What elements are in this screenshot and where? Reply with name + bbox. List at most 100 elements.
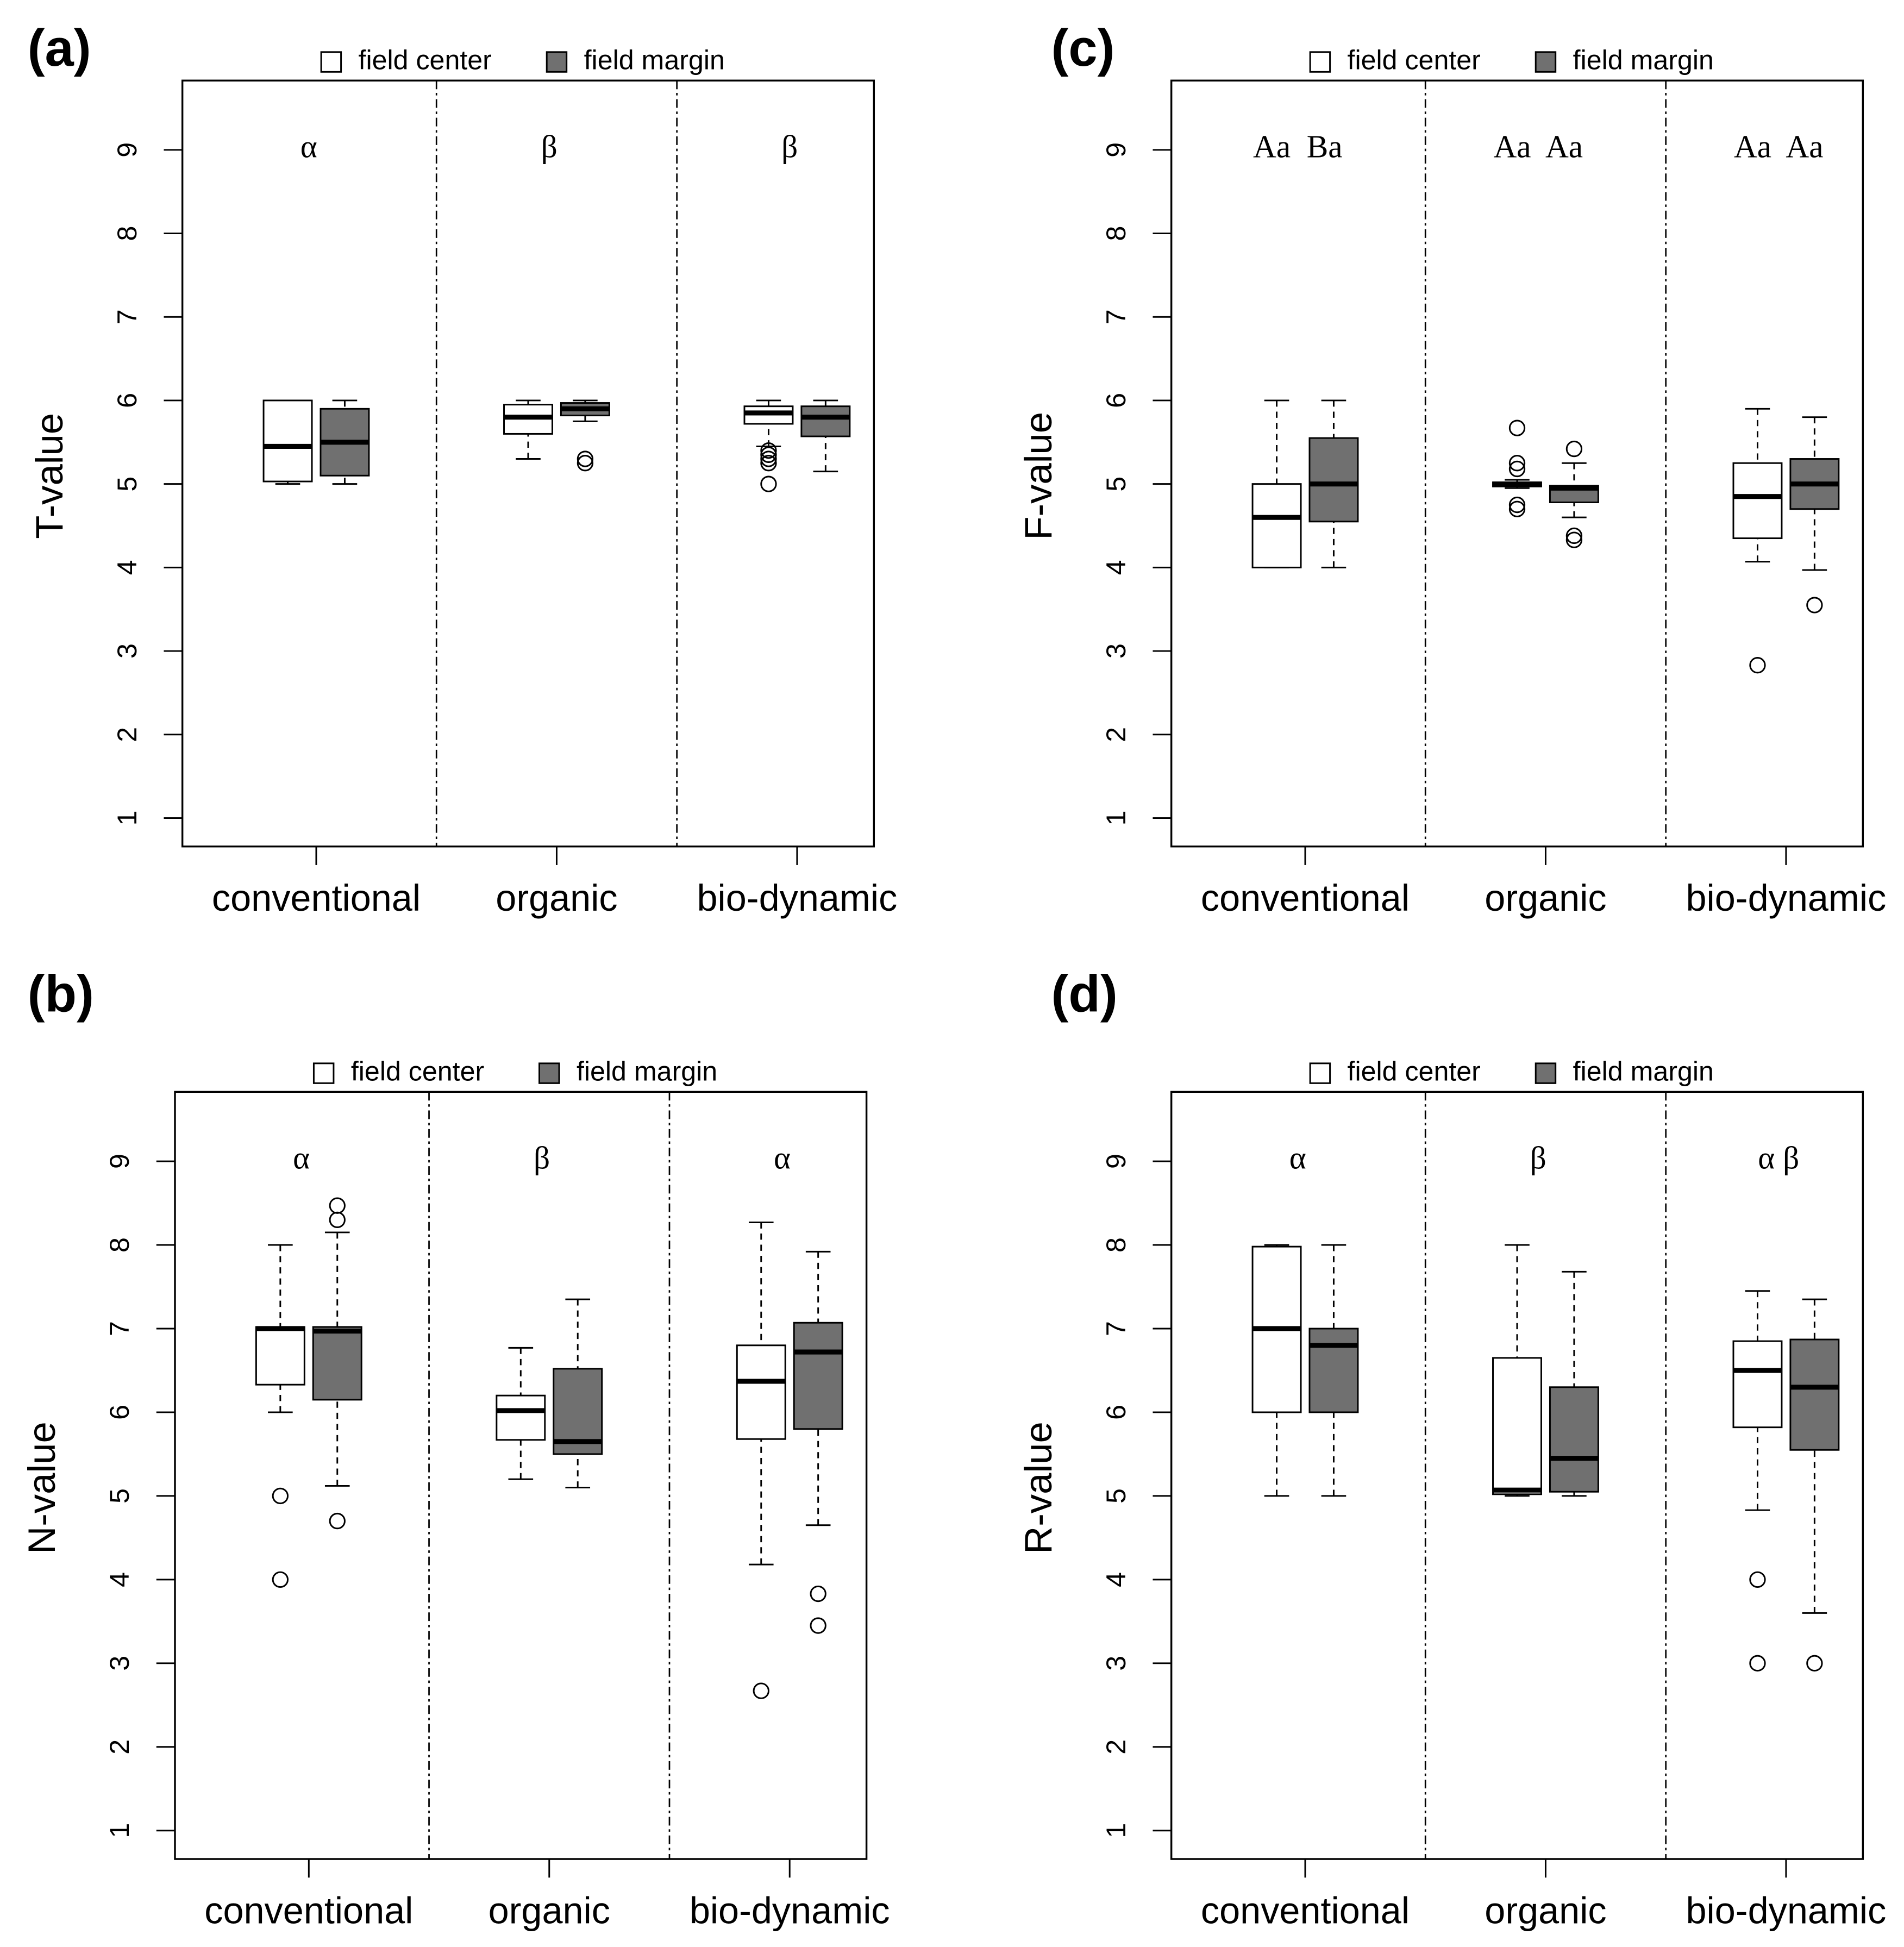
annotation: Aa Aa — [1734, 128, 1824, 164]
y-tick-label: 1 — [1101, 811, 1131, 826]
outlier — [760, 446, 777, 464]
y-tick-label: 8 — [104, 1237, 135, 1253]
box — [800, 405, 851, 437]
legend-label: field center — [1348, 45, 1481, 75]
y-tick-label: 5 — [112, 477, 142, 492]
annotation: Aa Ba — [1253, 128, 1343, 164]
legend-label: field center — [359, 45, 492, 75]
annotation: α β — [1758, 1140, 1799, 1176]
annotation: β — [781, 128, 798, 164]
box — [312, 1326, 362, 1401]
box — [262, 399, 313, 483]
y-tick-label: 4 — [1101, 560, 1131, 575]
annotation: Aa Aa — [1493, 128, 1583, 164]
y-tick-label: 8 — [1101, 226, 1131, 241]
outlier — [1749, 1571, 1766, 1588]
y-tick-label: 4 — [1101, 1572, 1131, 1587]
panel-label: (c) — [1051, 19, 1114, 77]
annotation: α — [293, 1140, 310, 1176]
y-tick-label: 3 — [1101, 643, 1131, 659]
y-tick-label: 2 — [1101, 727, 1131, 742]
outlier — [1749, 657, 1766, 674]
y-tick-label: 4 — [104, 1572, 135, 1587]
legend-swatch — [1535, 1062, 1557, 1084]
outlier — [1806, 1655, 1823, 1671]
legend-swatch — [1309, 51, 1331, 73]
y-tick-label: 1 — [1101, 1823, 1131, 1838]
outlier — [1508, 455, 1526, 472]
x-tick-label: organic — [1485, 878, 1606, 919]
y-tick-label: 7 — [1101, 309, 1131, 324]
x-tick-label: bio-dynamic — [1686, 878, 1887, 919]
outlier — [329, 1211, 346, 1229]
y-tick-label: 2 — [1101, 1739, 1131, 1755]
box — [1251, 483, 1302, 568]
x-tick-label: conventional — [204, 1890, 413, 1931]
outlier — [1565, 531, 1583, 548]
outlier — [272, 1487, 289, 1505]
annotation: α — [774, 1140, 791, 1176]
panel-label: (d) — [1051, 965, 1117, 1023]
y-tick-label: 8 — [112, 226, 142, 241]
annotation: β — [541, 128, 558, 164]
outlier — [810, 1617, 826, 1634]
y-tick-label: 9 — [1101, 142, 1131, 158]
plot-frame — [1170, 79, 1864, 848]
outlier — [1508, 420, 1526, 436]
box — [736, 1344, 786, 1440]
panel: (a) field center field margin 1 2 3 4 5 6 7 8 9 T-va… — [28, 19, 898, 919]
outlier — [760, 450, 777, 467]
x-tick-label: conventional — [212, 878, 421, 919]
outlier — [753, 1682, 769, 1699]
legend-swatch — [546, 51, 568, 73]
y-tick-label: 5 — [104, 1488, 135, 1504]
y-tick-label: 7 — [104, 1321, 135, 1336]
outlier — [1806, 597, 1823, 613]
legend-label: field center — [1348, 1056, 1481, 1086]
annotation: α — [300, 128, 317, 164]
outlier — [760, 455, 777, 472]
plot-frame — [181, 79, 875, 848]
x-tick-label: conventional — [1201, 878, 1410, 919]
outlier — [329, 1512, 346, 1530]
legend-label: field margin — [1573, 1056, 1714, 1086]
outlier — [1508, 460, 1526, 478]
outlier — [272, 1571, 289, 1588]
y-tick-label: 7 — [1101, 1321, 1131, 1336]
annotation: β — [534, 1140, 550, 1176]
box — [1549, 1386, 1599, 1493]
y-tick-label: 4 — [112, 560, 142, 575]
outlier — [1508, 496, 1526, 514]
y-tick-label: 3 — [1101, 1656, 1131, 1671]
y-tick-label: 6 — [1101, 1405, 1131, 1420]
legend-swatch — [1535, 51, 1557, 73]
annotation: α — [1289, 1140, 1306, 1176]
outlier — [577, 450, 594, 467]
plot-frame — [1170, 1091, 1864, 1860]
y-tick-label: 2 — [112, 727, 142, 742]
y-axis-title: R-value — [1017, 1422, 1060, 1554]
y-axis-title: F-value — [1017, 412, 1060, 540]
legend-label: field margin — [1573, 45, 1714, 75]
box — [793, 1322, 843, 1430]
y-tick-label: 3 — [112, 643, 142, 659]
legend-label: field margin — [584, 45, 725, 75]
outlier — [329, 1197, 346, 1214]
plot-frame — [174, 1091, 868, 1860]
y-axis-title: N-value — [20, 1422, 63, 1554]
outlier — [577, 455, 594, 472]
panel: (b) field center field margin 1 2 3 4 5 6 7 8 9 N-va… — [20, 965, 890, 1931]
box — [255, 1326, 305, 1386]
outlier — [1508, 500, 1526, 517]
y-tick-label: 1 — [112, 811, 142, 826]
x-tick-label: bio-dynamic — [1686, 1890, 1887, 1931]
outlier — [1565, 440, 1583, 458]
y-tick-label: 5 — [1101, 1488, 1131, 1504]
y-tick-label: 8 — [1101, 1237, 1131, 1253]
y-tick-label: 9 — [104, 1154, 135, 1169]
y-tick-label: 3 — [104, 1656, 135, 1671]
legend-label: field center — [351, 1056, 484, 1086]
x-tick-label: organic — [488, 1890, 610, 1931]
box — [1732, 462, 1783, 540]
